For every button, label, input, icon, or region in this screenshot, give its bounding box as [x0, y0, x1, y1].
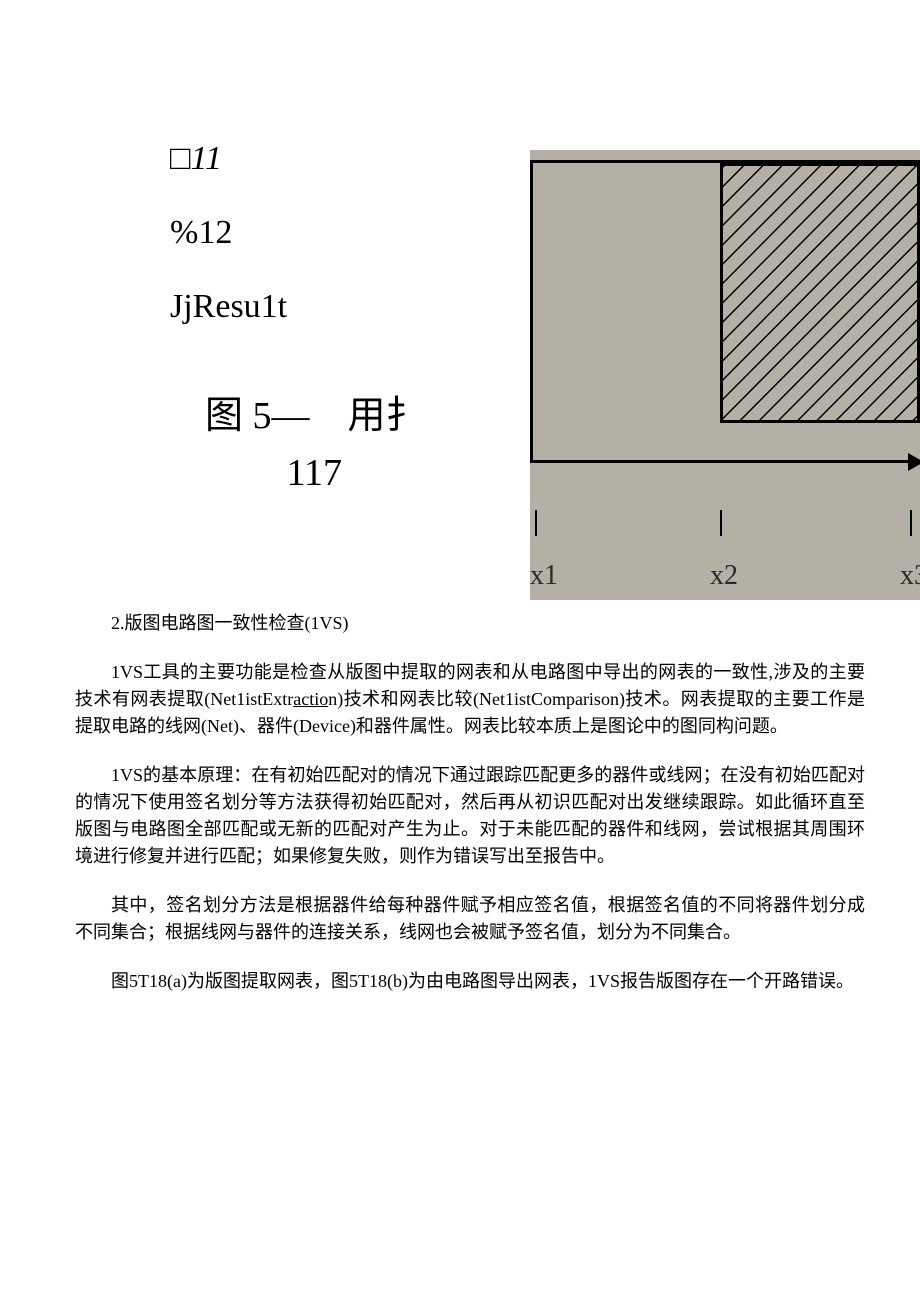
formula-line-2: %12	[170, 214, 287, 252]
paragraph-1: 1VS工具的主要功能是检查从版图中提取的网表和从电路图中导出的网表的一致性,涉及…	[75, 659, 865, 740]
tick-x1	[535, 510, 537, 536]
x-axis	[530, 460, 920, 463]
caption-part-a: 图 5—	[205, 395, 310, 437]
diagram-scan: x1 x2 x3	[530, 150, 920, 600]
caption-row-2: 117	[205, 447, 424, 500]
caption-row-1: 图 5— 用扌	[205, 390, 424, 443]
frame-left	[530, 160, 533, 460]
paragraph-2: 1VS的基本原理：在有初始匹配对的情况下通过跟踪匹配更多的器件或线网；在没有初始…	[75, 762, 865, 870]
tick-x3	[910, 510, 912, 536]
formula-line-3: JjResu1t	[170, 288, 287, 326]
xlabel-1: x1	[530, 560, 558, 592]
x-axis-arrow-icon	[908, 453, 920, 471]
diagram-inner: x1 x2 x3	[530, 160, 920, 580]
formula-line-1: □11	[170, 140, 287, 178]
left-text-block: □11 %12 JjResu1t	[170, 140, 287, 356]
xlabel-3: x3	[900, 560, 920, 592]
tick-x2	[720, 510, 722, 536]
figure-caption: 图 5— 用扌 117	[205, 390, 424, 500]
underlined-text: actio	[293, 689, 328, 709]
paragraph-4: 图5T18(a)为版图提取网表，图5T18(b)为由电路图导出网表，1VS报告版…	[75, 968, 865, 995]
xlabel-2: x2	[710, 560, 738, 592]
caption-part-b: 用扌	[348, 395, 424, 437]
section-title: 2.版图电路图一致性检查(1VS)	[75, 610, 865, 637]
paragraph-3: 其中，签名划分方法是根据器件给每种器件赋予相应签名值，根据签名值的不同将器件划分…	[75, 892, 865, 946]
hatched-box	[720, 163, 920, 423]
body-text: 2.版图电路图一致性检查(1VS) 1VS工具的主要功能是检查从版图中提取的网表…	[75, 610, 865, 1017]
top-region: □11 %12 JjResu1t 图 5— 用扌 117	[0, 0, 920, 600]
